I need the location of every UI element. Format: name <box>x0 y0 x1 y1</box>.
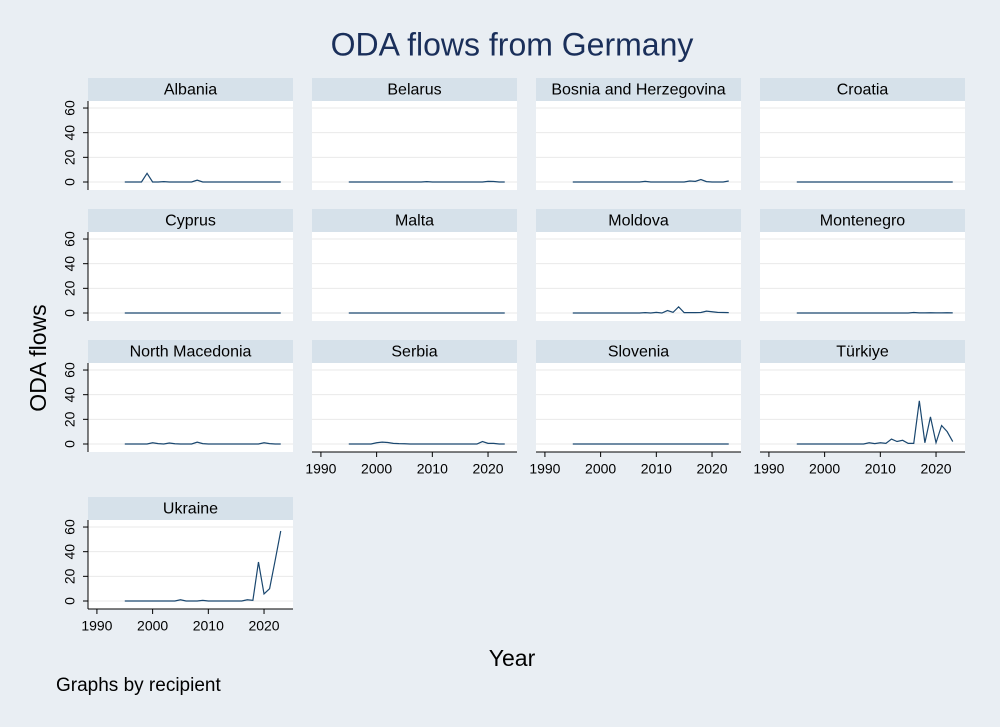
panel-title: Türkiye <box>836 344 889 361</box>
y-axis-label: ODA flows <box>25 304 51 411</box>
y-tick-label: 60 <box>62 231 78 247</box>
y-tick-label: 20 <box>62 568 78 584</box>
plot-area <box>536 101 741 190</box>
plot-area <box>536 363 741 452</box>
x-tick-label: 2020 <box>248 618 279 634</box>
panel-title: Ukraine <box>163 501 218 518</box>
y-tick-label: 0 <box>62 440 78 448</box>
x-tick-label: 2000 <box>809 461 840 477</box>
plot-area <box>312 232 517 321</box>
y-tick-label: 60 <box>62 519 78 535</box>
panel-title: Serbia <box>391 344 437 361</box>
y-tick-label: 0 <box>62 597 78 605</box>
panel-title: Malta <box>395 213 434 230</box>
x-tick-label: 1990 <box>529 461 560 477</box>
strip <box>312 78 517 101</box>
y-tick-label: 60 <box>62 100 78 116</box>
x-tick-label: 2020 <box>472 461 503 477</box>
data-line <box>348 440 505 445</box>
y-tick-label: 0 <box>62 309 78 317</box>
panel-title: Slovenia <box>608 344 669 361</box>
x-axis-label: Year <box>489 645 536 671</box>
x-tick-label: 1990 <box>305 461 336 477</box>
plot-area <box>312 101 517 190</box>
panel-title: Belarus <box>387 82 441 99</box>
panel-title: Croatia <box>837 82 889 99</box>
y-tick-label: 40 <box>62 125 78 141</box>
y-tick-label: 20 <box>62 149 78 165</box>
strip <box>88 78 293 101</box>
strip <box>536 78 741 101</box>
strip <box>312 209 517 232</box>
data-line <box>796 400 954 446</box>
x-tick-label: 1990 <box>753 461 784 477</box>
plot-area <box>760 232 965 321</box>
data-line <box>124 530 282 602</box>
chart-title: ODA flows from Germany <box>331 26 694 62</box>
data-line <box>796 311 953 314</box>
strip <box>88 497 293 520</box>
plot-area <box>88 232 293 321</box>
panel-title: North Macedonia <box>130 344 252 361</box>
strip <box>760 78 965 101</box>
plot-area <box>88 363 293 452</box>
x-tick-label: 2000 <box>137 618 168 634</box>
panel-title: Albania <box>164 82 217 99</box>
data-line <box>572 305 729 314</box>
x-tick-label: 2010 <box>865 461 896 477</box>
data-line <box>124 441 281 445</box>
panel-title: Bosnia and Herzegovina <box>551 82 725 99</box>
y-tick-label: 60 <box>62 362 78 378</box>
y-tick-label: 40 <box>62 544 78 560</box>
x-tick-label: 2020 <box>696 461 727 477</box>
panel-title: Cyprus <box>165 213 216 230</box>
plot-area <box>88 520 293 609</box>
plot-area <box>88 101 293 190</box>
y-tick-label: 40 <box>62 387 78 403</box>
strip <box>760 209 965 232</box>
data-line <box>124 172 281 183</box>
strip <box>536 209 741 232</box>
strip <box>760 340 965 363</box>
strip <box>88 209 293 232</box>
plot-area <box>760 363 965 452</box>
y-tick-label: 0 <box>62 178 78 186</box>
plot-area <box>760 101 965 190</box>
x-tick-label: 2000 <box>585 461 616 477</box>
panel-title: Moldova <box>608 213 669 230</box>
y-tick-label: 20 <box>62 411 78 427</box>
plot-area <box>536 232 741 321</box>
y-tick-label: 20 <box>62 280 78 296</box>
x-tick-label: 1990 <box>81 618 112 634</box>
x-tick-label: 2020 <box>920 461 951 477</box>
x-tick-label: 2010 <box>193 618 224 634</box>
strip <box>312 340 517 363</box>
data-line <box>348 180 505 183</box>
panel-title: Montenegro <box>820 213 905 230</box>
data-line <box>572 178 729 183</box>
x-tick-label: 2010 <box>641 461 672 477</box>
note: Graphs by recipient <box>56 675 221 696</box>
strip <box>88 340 293 363</box>
y-tick-label: 40 <box>62 256 78 272</box>
x-tick-label: 2010 <box>417 461 448 477</box>
x-tick-label: 2000 <box>361 461 392 477</box>
plot-area <box>312 363 517 452</box>
strip <box>536 340 741 363</box>
